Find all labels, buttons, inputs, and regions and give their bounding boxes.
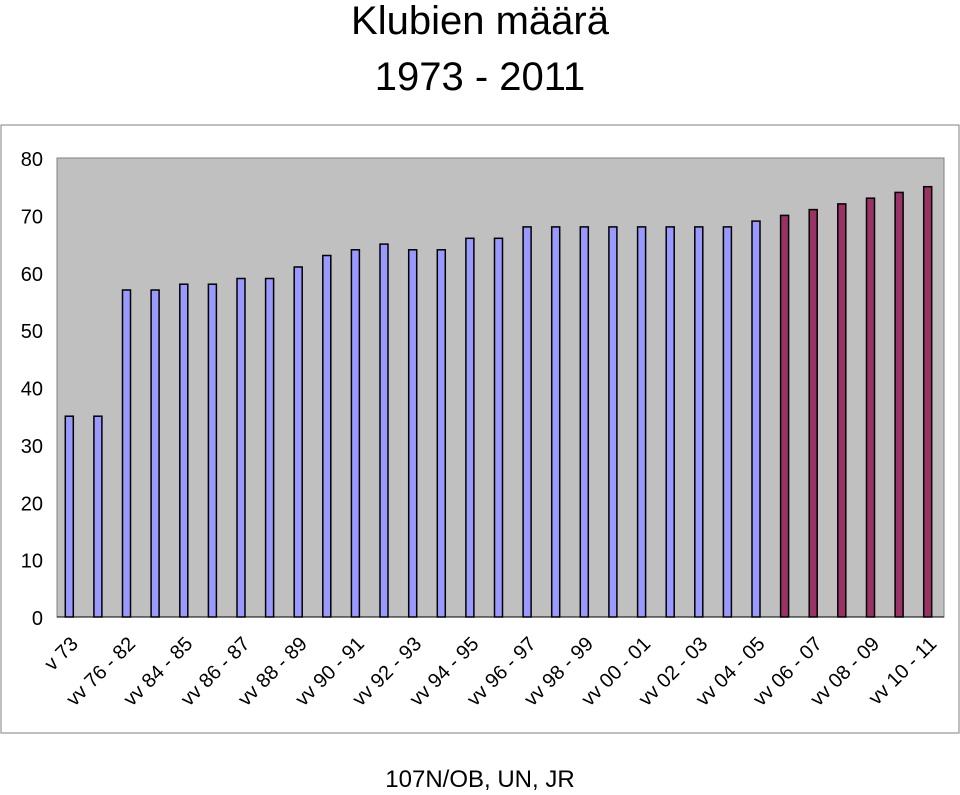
bar (894, 191, 904, 618)
bar (493, 237, 504, 618)
y-tick-label: 70 (21, 206, 43, 228)
bar (550, 226, 561, 618)
bar (379, 243, 389, 618)
bar (922, 185, 933, 618)
y-tick-label: 20 (21, 493, 43, 515)
chart-title: Klubien määrä (351, 0, 609, 43)
bar (179, 283, 189, 618)
bar (436, 249, 447, 618)
bar (64, 415, 75, 618)
bar (150, 289, 160, 618)
bar (751, 220, 761, 618)
bar (636, 226, 647, 618)
bar (779, 214, 790, 618)
bar (722, 226, 733, 618)
bar (293, 266, 303, 618)
bar (865, 197, 876, 618)
chart-subtitle: 1973 - 2011 (374, 55, 586, 99)
bar (665, 226, 675, 618)
bar (522, 226, 532, 618)
bar (264, 277, 275, 618)
bar (579, 226, 590, 618)
chart-footer: 107N/OB, UN, JR (385, 766, 575, 793)
bar (465, 237, 475, 618)
bar (808, 208, 818, 618)
bar (322, 254, 332, 618)
y-tick-label: 80 (21, 149, 43, 171)
bar (407, 249, 418, 618)
chart-title-block: Klubien määrä 1973 - 2011 (0, 0, 960, 98)
bar (694, 226, 704, 618)
bar (608, 226, 618, 618)
bar (350, 249, 361, 618)
bar (121, 289, 132, 618)
bar (93, 415, 103, 618)
bar (207, 283, 218, 618)
bar (236, 277, 246, 618)
y-tick-label: 30 (21, 436, 43, 458)
bar (837, 203, 847, 618)
y-tick-label: 50 (21, 321, 43, 343)
y-tick-label: 10 (21, 551, 43, 573)
y-tick-label: 40 (21, 379, 43, 401)
y-tick-label: 0 (32, 608, 43, 630)
y-tick-label: 60 (21, 264, 43, 286)
